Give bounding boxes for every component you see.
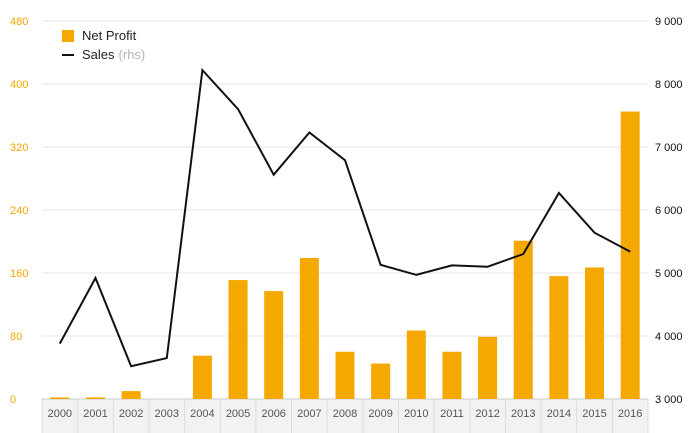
left-axis-tick: 240 bbox=[10, 205, 28, 217]
x-axis-tick: 2010 bbox=[404, 408, 428, 420]
legend-sales-label: Sales (rhs) bbox=[82, 47, 145, 62]
net-profit-bar-2005 bbox=[228, 280, 248, 399]
x-axis-tick: 2016 bbox=[618, 408, 642, 420]
x-axis-tick: 2012 bbox=[475, 408, 499, 420]
x-axis-tick: 2014 bbox=[547, 408, 571, 420]
net-profit-bar-2011 bbox=[442, 351, 462, 399]
sales-line bbox=[58, 67, 631, 368]
x-axis-tick: 2011 bbox=[440, 408, 464, 420]
x-axis-tick: 2006 bbox=[261, 408, 285, 420]
net-profit-bar-2004 bbox=[192, 355, 212, 399]
x-axis-tick: 2001 bbox=[83, 408, 107, 420]
net-profit-bar-2010 bbox=[406, 330, 426, 399]
x-axis-tick: 2004 bbox=[190, 408, 214, 420]
x-axis-band-fill bbox=[42, 399, 648, 433]
x-axis-tick: 2015 bbox=[582, 408, 606, 420]
left-y-axis: 0 80 160 240 320 400 480 bbox=[10, 16, 28, 406]
right-axis-tick: 4 000 bbox=[655, 331, 683, 343]
right-axis-tick: 5 000 bbox=[655, 268, 683, 280]
left-axis-tick: 320 bbox=[10, 142, 28, 154]
left-axis-tick: 160 bbox=[10, 268, 28, 280]
x-axis-tick: 2013 bbox=[511, 408, 535, 420]
net-profit-bar-2006 bbox=[264, 291, 284, 399]
net-profit-bar-2015 bbox=[585, 267, 605, 399]
left-axis-tick: 80 bbox=[10, 331, 22, 343]
x-axis-tick: 2009 bbox=[368, 408, 392, 420]
net-profit-bars bbox=[50, 111, 640, 399]
left-axis-tick: 400 bbox=[10, 79, 28, 91]
legend: Net Profit Sales (rhs) bbox=[62, 28, 145, 62]
x-axis-tick: 2007 bbox=[297, 408, 321, 420]
x-axis-tick: 2008 bbox=[333, 408, 357, 420]
left-axis-tick: 0 bbox=[10, 394, 16, 406]
x-axis-tick: 2002 bbox=[119, 408, 143, 420]
net-profit-bar-2001 bbox=[85, 397, 105, 399]
x-axis: 2000 2001 2002 2003 2004 2005 2006 2007 2008 2009… bbox=[48, 408, 643, 420]
left-axis-tick: 480 bbox=[10, 16, 28, 28]
right-axis-tick: 9 000 bbox=[655, 16, 683, 28]
right-axis-tick: 8 000 bbox=[655, 79, 683, 91]
net-profit-bar-2012 bbox=[478, 336, 498, 399]
net-profit-bar-2008 bbox=[335, 351, 355, 399]
net-profit-bar-2014 bbox=[549, 276, 569, 399]
net-profit-bar-2016 bbox=[620, 111, 640, 399]
net-profit-bar-2002 bbox=[121, 391, 141, 399]
right-axis-tick: 3 000 bbox=[655, 394, 683, 406]
right-axis-tick: 7 000 bbox=[655, 142, 683, 154]
x-axis-tick: 2003 bbox=[155, 408, 179, 420]
legend-sales-name: Sales bbox=[82, 47, 115, 62]
legend-net-profit-swatch bbox=[62, 30, 74, 42]
legend-sales-rhs-note: (rhs) bbox=[119, 47, 146, 62]
x-axis-tick: 2000 bbox=[48, 408, 72, 420]
legend-net-profit-label: Net Profit bbox=[82, 28, 137, 43]
x-axis-band bbox=[41, 398, 649, 433]
net-profit-bar-2007 bbox=[299, 258, 319, 399]
net-profit-bar-2009 bbox=[371, 363, 391, 399]
net-profit-bar-2013 bbox=[513, 240, 533, 399]
net-profit-bar-2000 bbox=[50, 397, 70, 399]
x-axis-tick: 2005 bbox=[226, 408, 250, 420]
right-axis-tick: 6 000 bbox=[655, 205, 683, 217]
right-y-axis: 3 000 4 000 5 000 6 000 7 000 8 000 9 000 bbox=[655, 16, 683, 406]
sales-line-layer bbox=[58, 67, 631, 368]
